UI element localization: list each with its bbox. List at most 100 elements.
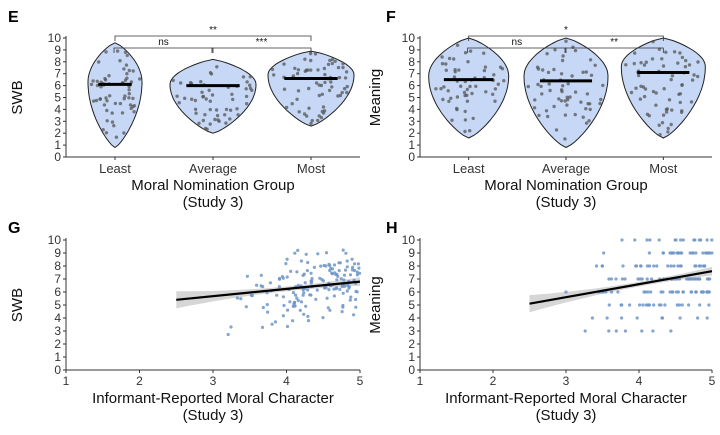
data-point [175, 94, 179, 98]
data-point [559, 88, 564, 92]
data-point [285, 275, 289, 279]
data-point [468, 49, 473, 53]
data-point [700, 290, 705, 294]
data-point [293, 251, 297, 255]
data-point [322, 109, 327, 113]
y-tick-label: 10 [402, 233, 416, 247]
data-point [605, 316, 609, 320]
data-point [308, 293, 312, 297]
data-point [303, 57, 307, 61]
data-point [309, 58, 313, 63]
data-point [236, 113, 240, 117]
data-point [296, 298, 300, 303]
data-point [536, 82, 540, 87]
panel-letter: E [8, 9, 19, 26]
data-point [201, 95, 205, 99]
data-point [122, 97, 126, 101]
data-point [669, 329, 673, 333]
y-tick-label: 3 [408, 324, 415, 338]
data-point [552, 67, 556, 72]
data-point [261, 305, 265, 310]
data-point [710, 238, 714, 242]
data-point [450, 118, 454, 122]
data-point [588, 102, 592, 106]
data-point [340, 310, 344, 314]
data-point [270, 67, 275, 72]
y-tick-label: 5 [54, 91, 61, 105]
data-point [463, 51, 468, 55]
significance-label: ns [158, 37, 169, 48]
data-point [601, 83, 605, 88]
bracket-line [467, 47, 567, 53]
data-point [183, 96, 187, 101]
x-axis-subtitle: (Study 3) [536, 407, 597, 424]
data-point [277, 277, 282, 281]
data-point [685, 277, 689, 281]
data-point [689, 100, 694, 104]
data-point [579, 100, 583, 104]
data-point [123, 94, 127, 98]
data-point [306, 260, 310, 265]
data-point [207, 88, 211, 93]
y-tick-label: 2 [408, 337, 415, 351]
data-point [296, 89, 301, 93]
data-point [102, 103, 107, 107]
data-point [224, 121, 228, 125]
data-point [691, 251, 695, 255]
data-point [629, 90, 634, 95]
y-tick-label: 1 [408, 350, 415, 364]
data-point [289, 269, 293, 273]
data-point [265, 303, 269, 307]
data-point [482, 68, 487, 73]
data-point [303, 281, 307, 285]
data-point [588, 58, 593, 62]
data-point [635, 316, 639, 320]
data-point [199, 80, 203, 84]
x-tick-label: 5 [709, 374, 716, 388]
data-point [584, 107, 588, 111]
violin-points [624, 39, 700, 137]
y-tick-label: 2 [54, 126, 61, 140]
data-point [229, 325, 233, 329]
data-point [335, 272, 339, 276]
data-point [669, 77, 673, 82]
data-point [235, 296, 239, 300]
data-point [455, 43, 460, 47]
data-point [295, 296, 299, 300]
x-axis-subtitle: (Study 3) [183, 407, 244, 424]
data-point [327, 88, 332, 93]
x-axis-label: Informant-Reported Moral Character [92, 390, 334, 407]
data-point [224, 107, 229, 112]
data-point [97, 60, 101, 64]
data-point [310, 279, 314, 283]
data-point [244, 94, 249, 99]
data-point [281, 314, 285, 318]
data-point [573, 90, 578, 94]
data-point [209, 72, 214, 76]
data-point [309, 68, 313, 72]
data-point [657, 238, 661, 242]
data-point [680, 303, 684, 307]
data-point [526, 84, 530, 89]
data-point [546, 114, 550, 119]
significance-label: ** [209, 25, 217, 36]
y-tick-label: 7 [408, 67, 415, 81]
data-point [671, 290, 675, 294]
data-point [328, 264, 332, 268]
data-point [286, 308, 290, 312]
data-point [324, 251, 329, 255]
data-point [193, 98, 198, 103]
data-point [684, 58, 688, 63]
data-point [678, 316, 682, 320]
data-point [498, 65, 503, 69]
data-point [620, 316, 624, 320]
x-category-label: Least [99, 161, 131, 176]
data-point [599, 97, 603, 102]
x-tick-label: 2 [136, 374, 143, 388]
data-point [332, 287, 336, 291]
data-point [676, 264, 680, 268]
data-point [131, 69, 135, 73]
data-point [587, 119, 591, 123]
